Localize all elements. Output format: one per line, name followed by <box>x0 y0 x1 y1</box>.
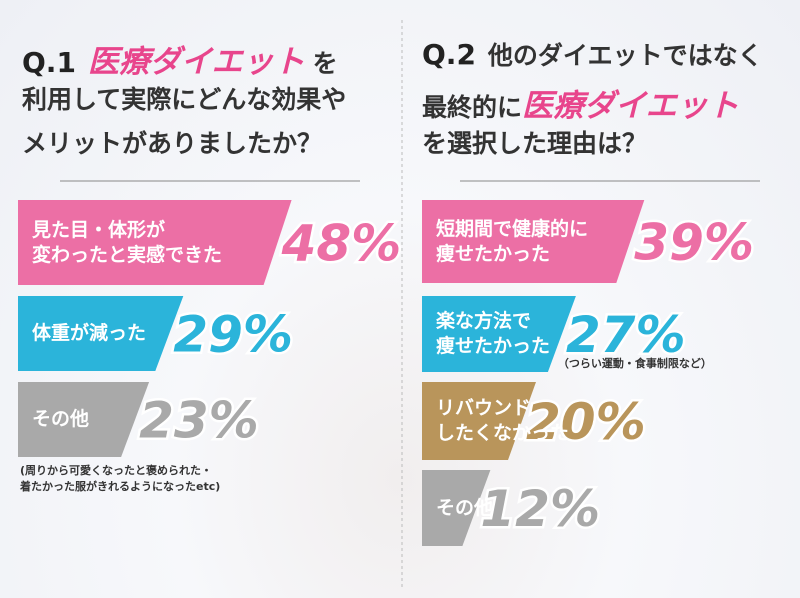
bar <box>422 200 645 283</box>
value-label: 12% <box>480 480 600 538</box>
bar <box>422 382 536 460</box>
title-line: Q.2 他のダイエットではなく <box>422 36 763 72</box>
title-part: 医療ダイエット <box>522 88 739 124</box>
category-label: その他 <box>32 408 90 430</box>
title-part: 利用して実際にどんな効果や <box>22 85 347 114</box>
title-part: を選択した理由は？ <box>422 129 648 158</box>
value-label: 48% <box>281 215 402 273</box>
title-part: Q.1 <box>22 46 76 79</box>
title-part: 最終的に <box>422 93 523 122</box>
title-part: Q.2 <box>422 38 476 71</box>
category-label: その他 <box>436 496 494 519</box>
title-part: メリットがありましたか？ <box>22 129 323 158</box>
category-label: 体重が減った <box>32 322 147 344</box>
bar <box>18 200 292 285</box>
value-label: 27% <box>566 306 686 364</box>
value-label: 20% <box>526 393 646 451</box>
title-part: 医療ダイエット <box>87 44 305 80</box>
bar <box>422 470 491 546</box>
category-label: 楽な方法で 痩せたかった <box>436 310 551 357</box>
note: （つらい運動・食事制限など） <box>557 357 712 370</box>
title-part: 他のダイエットではなく <box>487 41 763 70</box>
title-line: 最終的に医療ダイエット <box>422 80 747 125</box>
value-label: 29% <box>173 306 293 364</box>
value-label: 23% <box>139 392 259 450</box>
category-label: 見た目・体形が 変わったと実感できた <box>32 218 223 266</box>
title-line: 利用して実際にどんな効果や <box>22 80 346 116</box>
bar <box>18 382 150 457</box>
title-part: を <box>312 49 338 78</box>
title-line: Q.1 医療ダイエットを <box>22 36 338 81</box>
title-line: を選択した理由は？ <box>422 124 647 160</box>
bar <box>422 296 576 372</box>
category-label: リバウンド したくなかった <box>436 397 570 444</box>
category-label: 短期間で健康的に 痩せたかった <box>436 217 589 265</box>
title-line: メリットがありましたか？ <box>22 124 322 160</box>
note: (周りから可愛くなったと褒められた・ 着たかった服がきれるようになったetc) <box>20 464 221 493</box>
bar <box>18 296 184 371</box>
value-label: 39% <box>634 214 754 272</box>
